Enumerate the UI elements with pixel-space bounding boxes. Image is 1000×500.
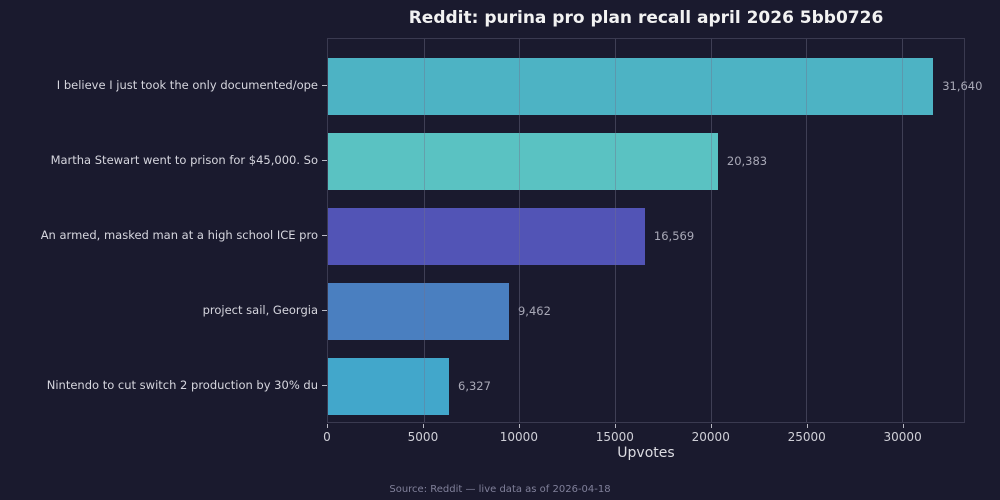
x-tick-mark xyxy=(422,424,424,428)
x-tick-mark xyxy=(902,424,904,428)
x-tick-mark xyxy=(710,424,712,428)
y-category-label: project sail, Georgia xyxy=(202,303,318,317)
bar xyxy=(328,207,645,265)
x-tick-label: 15000 xyxy=(595,430,634,444)
x-tick-label: 25000 xyxy=(787,430,826,444)
x-tick-label: 5000 xyxy=(407,430,439,444)
gridline xyxy=(423,39,425,422)
x-tick-label: 30000 xyxy=(883,430,922,444)
x-tick-mark xyxy=(614,424,616,428)
gridline xyxy=(710,39,712,422)
chart-title: Reddit: purina pro plan recall april 202… xyxy=(408,8,884,28)
y-tick-mark xyxy=(322,85,327,86)
y-category-label: An armed, masked man at a high school IC… xyxy=(40,228,318,242)
bar-value-label: 31,640 xyxy=(942,79,983,93)
bar-value-label: 9,462 xyxy=(517,304,551,318)
plot-area: 31,640 20,383 16,569 9,462 6,327 xyxy=(327,38,982,423)
gridline xyxy=(901,39,903,422)
bar-row: 20,383 xyxy=(328,132,964,190)
bar xyxy=(328,132,718,190)
y-category-label: Nintendo to cut switch 2 production by 3… xyxy=(46,378,318,392)
gridline xyxy=(519,39,521,422)
y-category-label: Martha Stewart went to prison for $45,00… xyxy=(50,153,318,167)
bar-value-label: 16,569 xyxy=(653,229,695,243)
bar-row: 16,569 xyxy=(328,207,964,265)
bar xyxy=(328,57,934,115)
x-tick-label: 10000 xyxy=(499,430,538,444)
x-tick-mark xyxy=(806,424,808,428)
x-tick-mark xyxy=(327,424,328,428)
x-axis-label: Upvotes xyxy=(617,445,675,461)
y-category-label: I believe I just took the only documente… xyxy=(56,78,318,92)
bar-row: 9,462 xyxy=(328,282,964,340)
x-tick-label: 20000 xyxy=(691,430,730,444)
bar xyxy=(328,282,509,340)
y-tick-mark xyxy=(322,160,327,161)
bar-row: 31,640 xyxy=(328,57,982,115)
y-tick-mark xyxy=(322,235,327,236)
gridline xyxy=(614,39,616,422)
x-tick-mark xyxy=(518,424,520,428)
gridline xyxy=(806,39,808,422)
source-footer: Source: Reddit — live data as of 2026-04… xyxy=(389,484,611,495)
bar-value-label: 6,327 xyxy=(458,379,491,393)
bar-value-label: 20,383 xyxy=(726,154,768,168)
bar xyxy=(328,357,450,415)
y-tick-mark xyxy=(322,385,327,386)
x-tick-label: 0 xyxy=(323,430,331,444)
bar-row: 6,327 xyxy=(328,357,964,415)
y-tick-mark xyxy=(322,310,327,311)
